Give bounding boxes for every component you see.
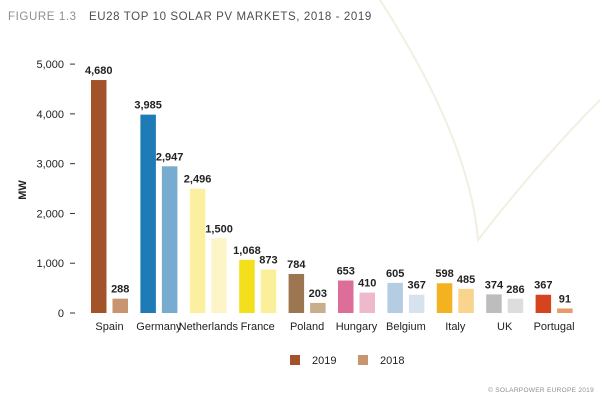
background-decoration: [379, 0, 600, 243]
bars: [91, 80, 573, 313]
bar-spain-2018: [112, 298, 128, 313]
data-label-spain-2019: 4,680: [85, 65, 113, 77]
category-label-netherlands: Netherlands: [179, 321, 239, 333]
category-label-france: France: [241, 321, 275, 333]
bar-netherlands-2018: [211, 238, 227, 313]
copyright-note: © SOLARPOWER EUROPE 2019: [488, 386, 594, 394]
bar-belgium-2019: [387, 282, 403, 313]
legend: 2019 2018: [290, 355, 404, 367]
legend-swatch-2018: [358, 355, 368, 365]
legend-label-2018: 2018: [380, 355, 404, 367]
data-label-portugal-2019: 367: [534, 280, 552, 292]
data-label-poland-2018: 203: [309, 288, 327, 300]
bar-france-2019: [239, 259, 255, 313]
category-label-portugal: Portugal: [534, 321, 575, 333]
data-label-france-2018: 873: [259, 255, 277, 267]
y-axis: 0 1,000 2,000 3,000 4,000 5,000: [36, 59, 75, 320]
category-label-poland: Poland: [290, 321, 324, 333]
data-label-portugal-2018: 91: [559, 293, 571, 305]
bar-spain-2019: [91, 80, 107, 313]
y-tick-label: 5,000: [36, 59, 64, 71]
y-tick-label: 1,000: [36, 258, 64, 270]
data-label-france-2019: 1,068: [233, 245, 261, 257]
figure-label: FIGURE 1.3: [8, 11, 77, 23]
bar-hungary-2019: [338, 280, 354, 313]
category-label-spain: Spain: [95, 321, 123, 333]
y-tick-label: 2,000: [36, 208, 64, 220]
category-label-uk: UK: [497, 321, 513, 333]
y-tick-label: 0: [58, 308, 64, 320]
chart-title: EU28 TOP 10 SOLAR PV MARKETS, 2018 - 201…: [89, 11, 372, 23]
bar-hungary-2018: [359, 292, 375, 313]
category-label-italy: Italy: [445, 321, 466, 333]
data-label-hungary-2019: 653: [337, 265, 355, 277]
data-label-germany-2018: 2,947: [156, 151, 184, 163]
data-label-italy-2019: 598: [435, 268, 453, 280]
category-label-belgium: Belgium: [386, 321, 426, 333]
data-label-netherlands-2019: 2,496: [184, 174, 212, 186]
bar-poland-2018: [310, 302, 326, 313]
data-label-belgium-2018: 367: [407, 280, 425, 292]
data-label-spain-2018: 288: [111, 284, 129, 296]
y-tick-label: 4,000: [36, 109, 64, 121]
bar-italy-2018: [458, 288, 474, 313]
data-label-uk-2019: 374: [485, 279, 504, 291]
data-label-netherlands-2018: 1,500: [205, 223, 233, 235]
data-label-uk-2018: 286: [506, 284, 524, 296]
y-axis-label: MW: [17, 180, 29, 200]
bar-belgium-2018: [408, 294, 425, 313]
bar-italy-2019: [436, 283, 453, 313]
legend-swatch-2019: [290, 355, 300, 365]
bar-portugal-2019: [535, 294, 552, 313]
data-label-poland-2019: 784: [287, 259, 306, 271]
category-label-germany: Germany: [136, 321, 182, 333]
category-label-hungary: Hungary: [336, 321, 378, 333]
legend-label-2019: 2019: [312, 355, 336, 367]
bar-germany-2018: [161, 166, 178, 313]
data-label-italy-2018: 485: [457, 274, 475, 286]
bar-uk-2018: [507, 298, 524, 313]
bar-portugal-2018: [557, 308, 573, 313]
bar-france-2018: [260, 269, 277, 313]
data-label-hungary-2018: 410: [358, 278, 376, 290]
y-tick-label: 3,000: [36, 159, 64, 171]
bar-uk-2019: [486, 294, 502, 313]
data-label-germany-2019: 3,985: [134, 100, 162, 112]
bar-germany-2019: [140, 114, 156, 313]
bar-poland-2019: [288, 273, 305, 313]
bar-netherlands-2019: [189, 188, 206, 313]
data-label-belgium-2019: 605: [386, 268, 404, 280]
